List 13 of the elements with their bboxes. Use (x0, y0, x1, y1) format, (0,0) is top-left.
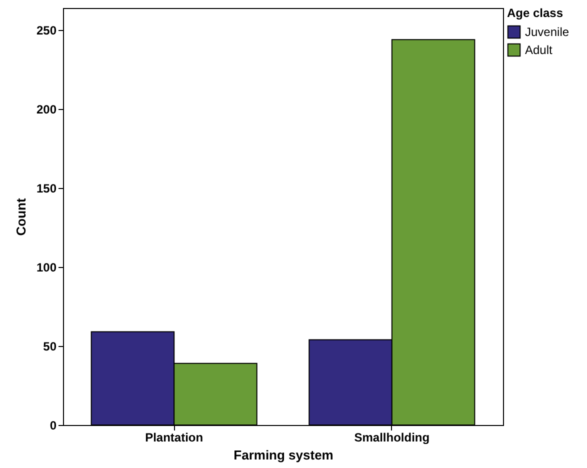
y-tick-label: 50 (43, 340, 57, 354)
legend-label: Adult (525, 43, 554, 57)
legend-title: Age class (507, 6, 564, 20)
legend-label: Juvenile (525, 25, 570, 39)
y-axis-title: Count (13, 198, 28, 236)
y-tick-label: 0 (50, 418, 57, 432)
x-axis-title: Farming system (234, 448, 334, 462)
y-tick-label: 200 (36, 102, 57, 117)
y-tick-label: 150 (36, 182, 57, 196)
y-tick-label: 250 (36, 24, 57, 38)
x-tick-label: Smallholding (354, 430, 430, 444)
y-tick-label: 100 (36, 260, 57, 275)
x-tick-label: Plantation (145, 430, 204, 444)
